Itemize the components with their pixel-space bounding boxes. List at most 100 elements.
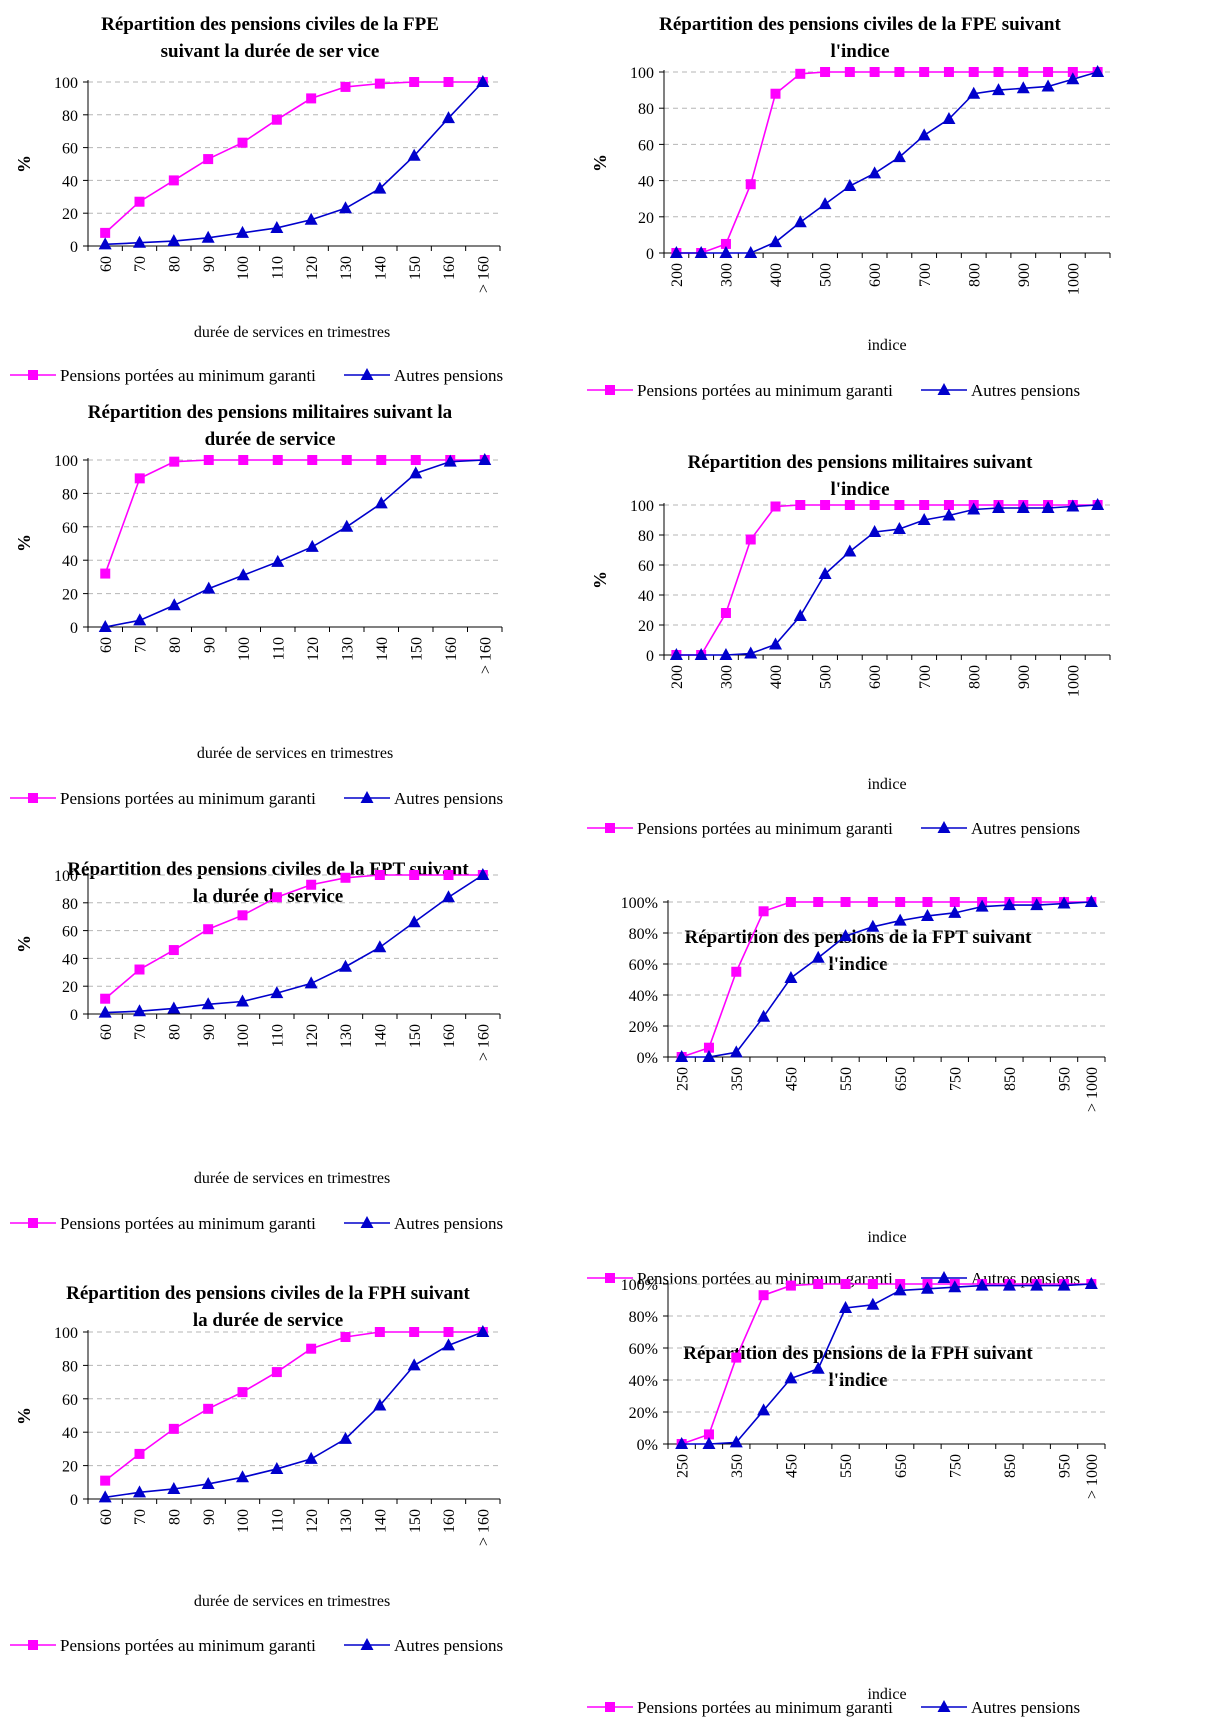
data-point — [203, 924, 214, 935]
data-point — [968, 67, 979, 77]
data-point — [201, 1476, 215, 1489]
data-point — [731, 1352, 742, 1363]
x-tick-label: 900 — [1016, 263, 1033, 287]
data-point — [340, 1332, 351, 1343]
x-axis-title: indice — [867, 337, 906, 354]
data-point — [719, 648, 733, 660]
data-point — [811, 950, 825, 963]
legend-item: Pensions portées au minimum garanti — [10, 1636, 316, 1655]
legend-label: Autres pensions — [394, 1214, 503, 1233]
series-minimum-garanti — [671, 67, 1103, 258]
x-tick-label: 130 — [338, 256, 355, 280]
series-autres-pensions — [675, 1277, 1098, 1449]
series-line — [681, 1283, 1092, 1445]
series-line — [676, 71, 1098, 254]
legend-label: Pensions portées au minimum garanti — [60, 366, 316, 385]
data-point — [1057, 1278, 1071, 1291]
y-tick-label: 80 — [638, 101, 654, 118]
x-tick-label: 90 — [201, 1024, 218, 1040]
legend-marker — [937, 1700, 951, 1712]
data-point — [719, 246, 733, 258]
series-autres-pensions — [669, 498, 1105, 660]
data-point — [729, 1435, 743, 1448]
x-tick-label: 110 — [269, 1024, 286, 1047]
y-tick-label: 60 — [62, 520, 78, 537]
legend: Pensions portées au minimum garanti Autre… — [10, 1636, 503, 1655]
x-tick-label: 200 — [669, 263, 686, 287]
legend-item: Pensions portées au minimum garanti — [10, 789, 316, 808]
legend-label: Autres pensions — [394, 366, 503, 385]
series-autres-pensions — [98, 453, 492, 632]
y-tick-label: 40 — [62, 173, 78, 190]
series-line — [676, 504, 1098, 656]
data-point — [374, 870, 385, 880]
data-point — [813, 897, 824, 907]
y-tick-label: 100% — [621, 1277, 658, 1294]
y-axis-title: % — [14, 1407, 34, 1425]
x-tick-label: 700 — [917, 263, 934, 287]
data-point — [304, 976, 318, 989]
x-tick-label: 500 — [818, 665, 835, 689]
y-tick-label: 20 — [62, 979, 78, 996]
data-point — [839, 1301, 853, 1313]
legend-marker — [605, 1702, 615, 1712]
legend-item: Pensions portées au minimum garanti — [587, 819, 893, 838]
data-point — [1041, 501, 1055, 513]
series-line — [105, 81, 484, 246]
series-autres-pensions — [98, 868, 490, 1018]
series-line — [105, 1331, 484, 1499]
x-tick-label: 130 — [338, 1024, 355, 1048]
x-tick-label: 650 — [893, 1454, 910, 1478]
x-tick-label: 150 — [407, 1509, 424, 1533]
y-tick-label: 20% — [629, 1019, 658, 1036]
chart-1: Répartition des pensions civiles de la F… — [10, 14, 503, 385]
data-point — [100, 568, 111, 579]
data-point — [744, 646, 758, 659]
data-point — [98, 237, 112, 250]
data-point — [967, 502, 981, 515]
x-tick-label: 150 — [407, 1024, 424, 1048]
x-tick-label: 60 — [98, 637, 115, 653]
data-point — [168, 945, 179, 956]
data-point — [869, 67, 880, 77]
data-point — [167, 598, 181, 611]
data-point — [270, 1461, 284, 1474]
data-point — [1043, 67, 1054, 77]
x-tick-label: 120 — [304, 1509, 321, 1533]
data-point — [731, 966, 742, 977]
data-point — [785, 1280, 796, 1291]
data-point — [757, 1009, 771, 1022]
y-tick-label: 20 — [62, 587, 78, 604]
data-point — [1016, 501, 1030, 513]
data-point — [169, 456, 180, 467]
x-tick-label: 900 — [1016, 665, 1033, 689]
data-point — [410, 455, 421, 465]
data-point — [943, 67, 954, 77]
data-point — [917, 513, 931, 525]
y-tick-label: 0 — [70, 1007, 78, 1024]
data-point — [948, 1280, 962, 1293]
data-point — [948, 905, 962, 918]
chart-2: Répartition des pensions civiles de la F… — [587, 14, 1111, 400]
legend-label: Pensions portées au minimum garanti — [60, 1214, 316, 1233]
data-point — [1002, 898, 1016, 911]
data-point — [942, 112, 956, 125]
data-point — [306, 879, 317, 890]
data-point — [892, 522, 906, 534]
data-point — [840, 897, 851, 907]
data-point — [407, 1358, 421, 1371]
data-point — [203, 1403, 214, 1414]
chart-3: Répartition des pensions militaires suiv… — [10, 402, 503, 808]
chart-title: Répartition des pensions civiles de la F… — [101, 14, 439, 35]
data-point — [1016, 81, 1030, 94]
data-point — [236, 225, 249, 238]
y-tick-label: 100 — [630, 498, 654, 515]
legend-label: Autres pensions — [394, 789, 503, 808]
data-point — [820, 67, 831, 77]
x-tick-label: > 160 — [475, 256, 492, 293]
data-point — [843, 179, 857, 192]
data-point — [238, 455, 249, 465]
x-tick-label: 1000 — [1065, 263, 1082, 295]
data-point — [409, 77, 420, 87]
data-point — [167, 234, 181, 247]
